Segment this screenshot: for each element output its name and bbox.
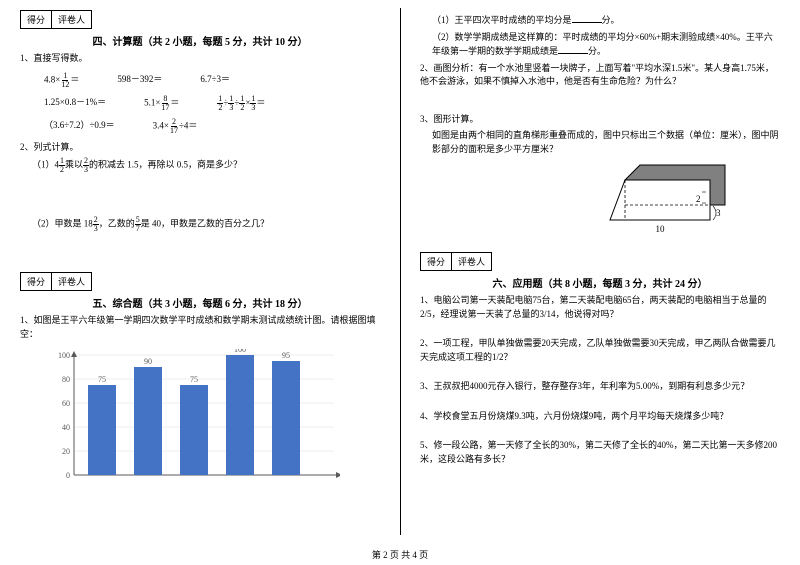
- right-column: （1）王平四次平时成绩的平均分是分。 （2）数学学期成绩是这样算的：平时成绩的平…: [400, 0, 800, 565]
- s4-q2a: （1）412乘以23的积减去 1.5，再除以 0.5，商是多少？: [20, 157, 380, 174]
- s6-q5: 5、修一段公路，第一天修了全长的30%，第二天修了全长的40%，第二天比第一天多…: [420, 439, 780, 466]
- svg-text:10: 10: [656, 224, 666, 234]
- svg-text:0: 0: [66, 471, 70, 480]
- bar-chart: 0 20 40 60 80 100 75 90 75 100 95: [20, 349, 380, 489]
- r-q1a: （1）王平四次平时成绩的平均分是分。: [420, 13, 780, 28]
- eq-2c: 12÷13÷12×13＝: [217, 95, 265, 112]
- s5-q1: 1、如图是王平六年级第一学期四次数学平时成绩和数学期末测试成绩统计图。请根据图填…: [20, 314, 380, 341]
- r-q1b: （2）数学学期成绩是这样算的：平时成绩的平均分×60%+期末测验成绩×40%。王…: [420, 31, 780, 59]
- r-q3a: 3、图形计算。: [420, 113, 780, 127]
- s4-q2: 2、列式计算。: [20, 141, 380, 155]
- svg-text:100: 100: [234, 349, 246, 354]
- s6-q4: 4、学校食堂五月份烧煤9.3吨，六月份烧煤9吨，两个月平均每天烧煤多少吨？: [420, 410, 780, 424]
- score-box-6: 得分 评卷人: [420, 252, 492, 271]
- trapezoid-figure: 10 3 2: [600, 160, 780, 242]
- eq-3a: （3.6÷7.2）÷0.9＝: [44, 118, 115, 135]
- svg-text:90: 90: [144, 357, 152, 366]
- svg-text:80: 80: [62, 375, 70, 384]
- r-q2: 2、画图分析：有一个水池里竖着一块牌子，上面写着"平均水深1.5米"。某人身高1…: [420, 62, 780, 89]
- s4-q1: 1、直接写得数。: [20, 52, 380, 66]
- svg-text:95: 95: [282, 351, 290, 360]
- eq-row-1: 4.8×112＝ 598－392＝ 6.7÷3＝: [20, 72, 380, 89]
- score-box-5: 得分 评卷人: [20, 272, 92, 291]
- svg-text:3: 3: [716, 208, 721, 218]
- svg-text:40: 40: [62, 423, 70, 432]
- eq-2a: 1.25×0.8－1%＝: [44, 95, 106, 112]
- eq-1c: 6.7÷3＝: [200, 72, 230, 89]
- page-footer: 第 2 页 共 4 页: [0, 548, 800, 561]
- score-box: 得分 评卷人: [20, 10, 92, 29]
- r-q3b: 如图是由两个相同的直角梯形重叠而成的，图中只标出三个数据（单位：厘米），图中阴影…: [420, 129, 780, 156]
- s6-q1: 1、电脑公司第一天装配电脑75台，第二天装配电脑65台，两天装配的电脑相当于总量…: [420, 294, 780, 321]
- s4-q2b: （2）甲数是 1823，乙数的57是 40，甲数是乙数的百分之几？: [20, 216, 380, 233]
- eq-1b: 598－392＝: [117, 72, 162, 89]
- svg-text:75: 75: [190, 375, 198, 384]
- s6-q3: 3、王叔叔把4000元存入银行，整存整存3年，年利率为5.00%，到期有利息多少…: [420, 380, 780, 394]
- eq-1a: 4.8×112＝: [44, 72, 79, 89]
- s6-q2: 2、一项工程，甲队单独做需要20天完成，乙队单独做需要30天完成，甲乙两队合做需…: [420, 337, 780, 364]
- section6-title: 六、应用题（共 8 小题，每题 3 分，共计 24 分）: [420, 275, 780, 290]
- svg-text:2: 2: [696, 194, 701, 204]
- svg-text:60: 60: [62, 399, 70, 408]
- eq-2b: 5.1×817＝: [144, 95, 179, 112]
- score-label: 得分: [21, 11, 52, 28]
- section4-title: 四、计算题（共 2 小题，每题 5 分，共计 10 分）: [20, 33, 380, 48]
- svg-text:20: 20: [62, 447, 70, 456]
- reviewer-label: 评卷人: [52, 11, 91, 28]
- left-column: 得分 评卷人 四、计算题（共 2 小题，每题 5 分，共计 10 分） 1、直接…: [0, 0, 400, 565]
- section5-title: 五、综合题（共 3 小题，每题 6 分，共计 18 分）: [20, 295, 380, 310]
- svg-text:100: 100: [58, 351, 70, 360]
- eq-3b: 3.4×217÷4＝: [153, 118, 198, 135]
- svg-text:75: 75: [98, 375, 106, 384]
- eq-row-3: （3.6÷7.2）÷0.9＝ 3.4×217÷4＝: [20, 118, 380, 135]
- eq-row-2: 1.25×0.8－1%＝ 5.1×817＝ 12÷13÷12×13＝: [20, 95, 380, 112]
